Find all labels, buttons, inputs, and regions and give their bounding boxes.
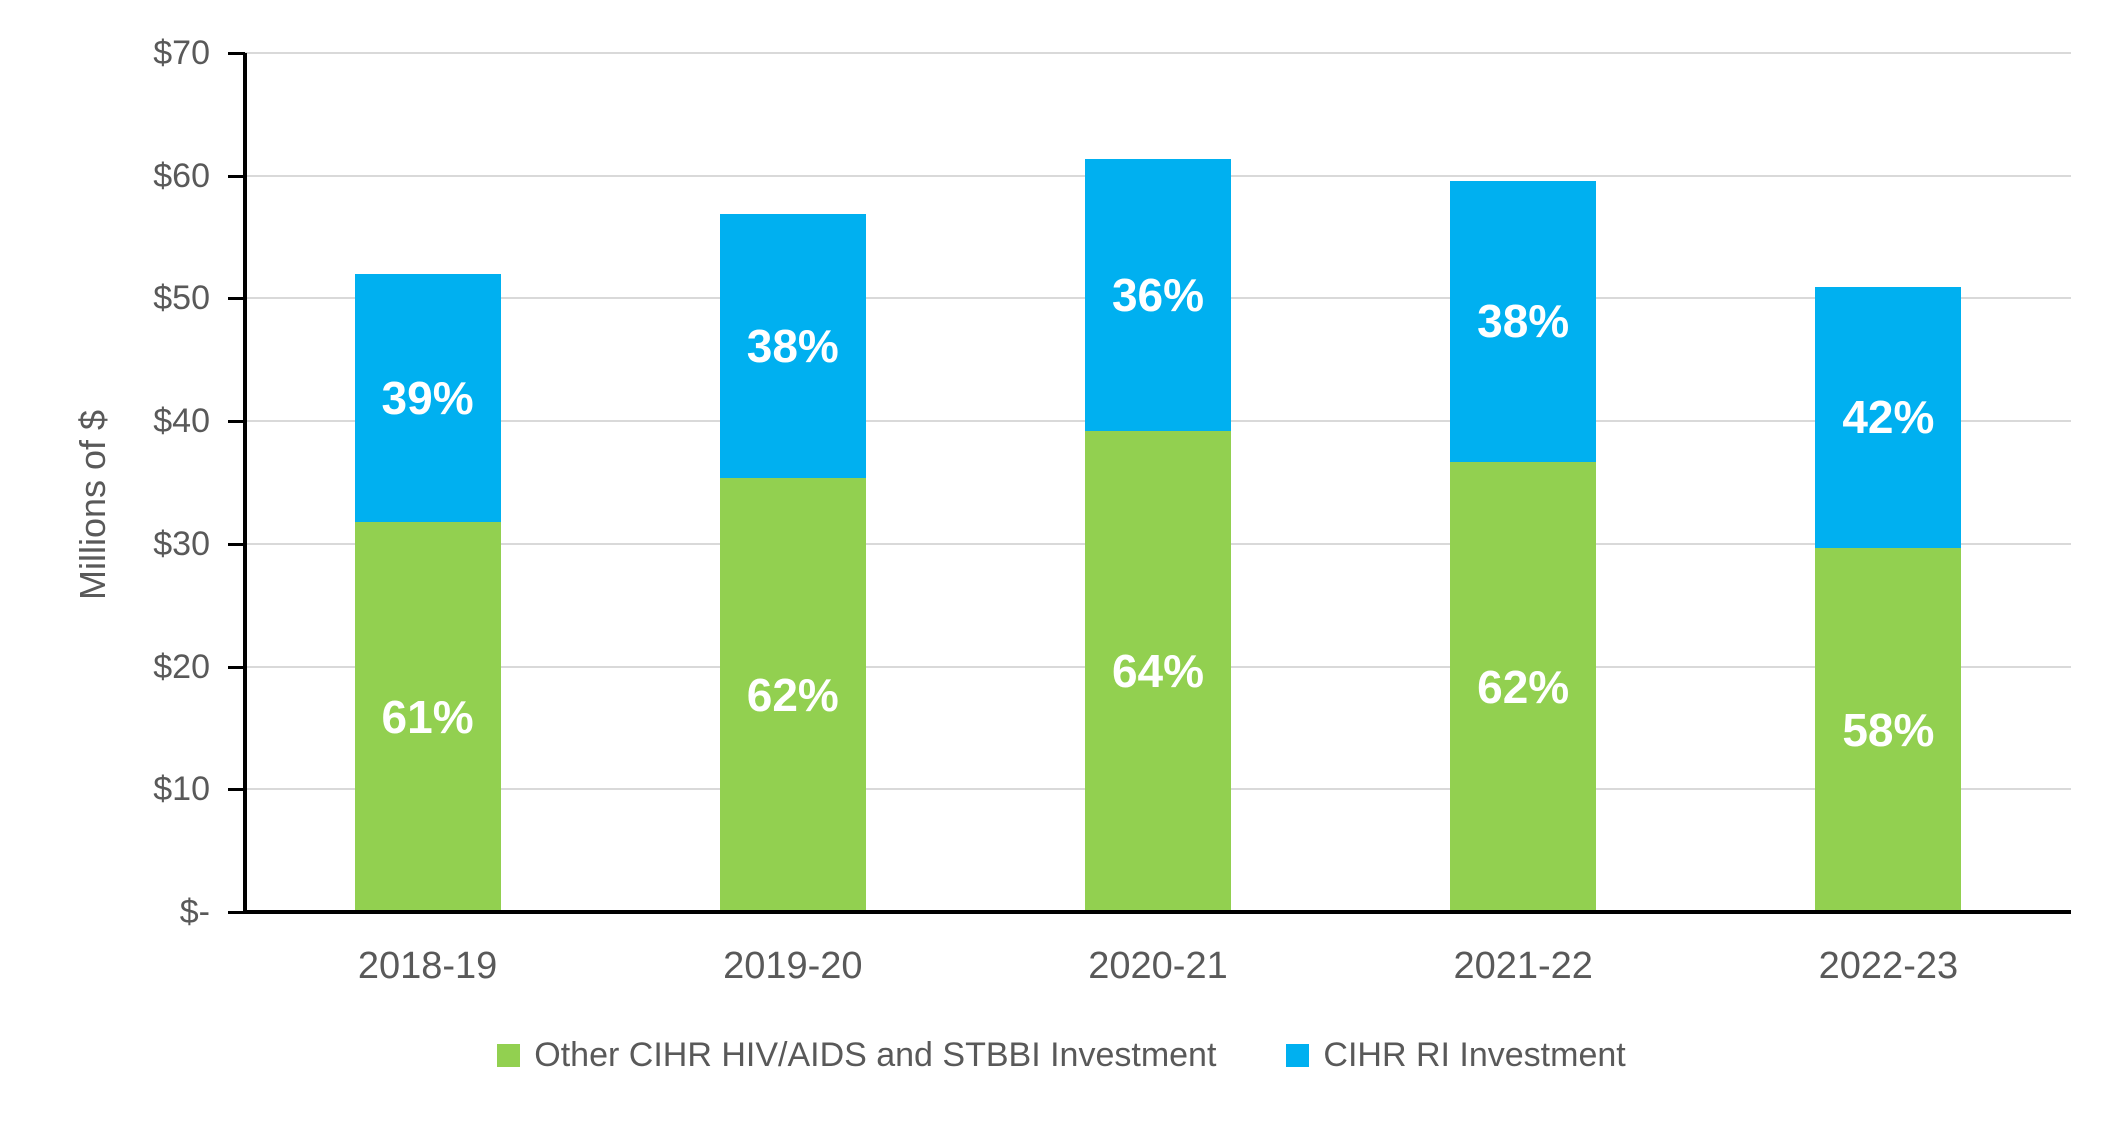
y-tick-label-10: $10 xyxy=(153,770,210,809)
x-axis-label-2018-19: 2018-19 xyxy=(357,945,498,987)
percent-label-2018-19-ri-investment: 39% xyxy=(381,371,474,424)
legend-item-other-investment: Other CIHR HIV/AIDS and STBBI Investment xyxy=(497,1036,1216,1075)
y-tickmark-60 xyxy=(228,174,245,178)
y-tickmark-40 xyxy=(228,420,245,424)
x-axis-label-2020-21: 2020-21 xyxy=(1088,945,1228,987)
y-tick-label-60: $60 xyxy=(153,156,210,195)
bar-2021-22-other-investment xyxy=(1450,461,1597,912)
bar-2022-23-ri-investment xyxy=(1815,287,1962,548)
legend-swatch-icon xyxy=(1286,1044,1310,1067)
y-tick-label-50: $50 xyxy=(153,279,210,318)
legend-swatch-icon xyxy=(497,1044,521,1067)
y-tickmark-30 xyxy=(228,542,245,546)
y-tickmark-70 xyxy=(228,52,245,55)
y-tickmark-0 xyxy=(228,911,245,914)
percent-label-2019-20-ri-investment: 38% xyxy=(746,319,839,372)
y-tickmark-10 xyxy=(228,788,245,792)
y-axis-line xyxy=(243,53,247,914)
legend-label: Other CIHR HIV/AIDS and STBBI Investment xyxy=(534,1036,1217,1074)
percent-label-2018-19-other-investment: 61% xyxy=(381,690,474,743)
y-tick-label-30: $30 xyxy=(153,524,210,563)
legend-item-ri-investment: CIHR RI Investment xyxy=(1286,1036,1626,1075)
bar-2018-19-ri-investment xyxy=(354,273,501,522)
x-axis-line xyxy=(243,910,2071,914)
legend: Other CIHR HIV/AIDS and STBBI Investment… xyxy=(0,1036,2123,1075)
bar-2019-20-ri-investment xyxy=(719,213,866,478)
y-tick-label-0: $- xyxy=(179,893,210,931)
legend-label: CIHR RI Investment xyxy=(1323,1036,1626,1074)
y-tick-label-20: $20 xyxy=(153,647,210,686)
percent-label-2019-20-other-investment: 62% xyxy=(746,668,839,721)
bar-2021-22-ri-investment xyxy=(1450,180,1597,462)
x-axis-label-2021-22: 2021-22 xyxy=(1453,945,1593,987)
bar-2022-23-other-investment xyxy=(1815,547,1962,912)
gridline-70 xyxy=(245,52,2071,54)
x-axis-label-2022-23: 2022-23 xyxy=(1818,945,1959,987)
percent-label-2022-23-other-investment: 58% xyxy=(1842,703,1935,756)
bar-2020-21-ri-investment xyxy=(1085,158,1231,431)
y-tickmark-50 xyxy=(228,297,245,301)
percent-label-2021-22-other-investment: 62% xyxy=(1477,660,1570,713)
y-axis-title: Millions of $ xyxy=(72,409,113,601)
percent-label-2021-22-ri-investment: 38% xyxy=(1477,295,1570,348)
x-axis-label-2019-20: 2019-20 xyxy=(723,945,863,987)
y-tickmark-20 xyxy=(228,665,245,669)
percent-label-2020-21-ri-investment: 36% xyxy=(1111,268,1205,321)
bar-2019-20-other-investment xyxy=(719,477,866,912)
y-tick-label-70: $70 xyxy=(153,34,210,72)
percent-label-2020-21-other-investment: 64% xyxy=(1111,645,1205,698)
bar-2018-19-other-investment xyxy=(354,521,501,912)
bar-2020-21-other-investment xyxy=(1085,430,1231,912)
percent-label-2022-23-ri-investment: 42% xyxy=(1842,391,1935,444)
y-tick-label-40: $40 xyxy=(153,402,210,441)
